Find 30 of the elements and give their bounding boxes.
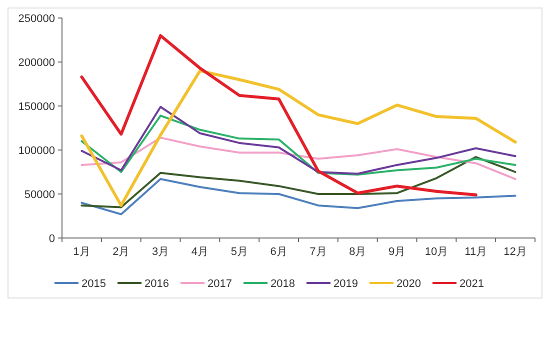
legend-label: 2017 <box>208 278 232 290</box>
y-tick-label: 100000 <box>18 145 55 157</box>
legend-label: 2021 <box>460 278 484 290</box>
legend-label: 2019 <box>334 278 358 290</box>
line-series <box>80 136 516 180</box>
x-tick-label: 7月 <box>310 246 327 258</box>
legend-label: 2015 <box>82 278 106 290</box>
y-tick-label: 150000 <box>18 101 55 113</box>
x-tick-label: 2月 <box>112 246 130 258</box>
legend-label: 2020 <box>396 278 421 290</box>
line-series <box>80 34 478 196</box>
y-tick-label: 200000 <box>18 57 55 69</box>
x-tick-label: 4月 <box>191 246 209 258</box>
y-tick-label: 50000 <box>24 189 55 201</box>
x-tick-label: 3月 <box>152 246 170 258</box>
line-series <box>80 178 516 216</box>
line-series <box>80 69 517 207</box>
legend-label: 2016 <box>144 278 169 290</box>
x-tick-label: 10月 <box>424 246 448 258</box>
y-tick-label: 250000 <box>18 13 55 25</box>
x-tick-label: 8月 <box>349 246 366 258</box>
y-tick-label: 0 <box>48 233 55 245</box>
x-tick-label: 5月 <box>230 246 248 258</box>
x-tick-label: 9月 <box>388 246 406 258</box>
legend-label: 2018 <box>270 278 295 290</box>
x-tick-label: 1月 <box>73 246 90 258</box>
x-tick-label: 12月 <box>504 246 527 258</box>
line-series <box>80 156 516 208</box>
x-tick-label: 6月 <box>270 246 288 258</box>
x-tick-label: 11月 <box>464 246 488 258</box>
